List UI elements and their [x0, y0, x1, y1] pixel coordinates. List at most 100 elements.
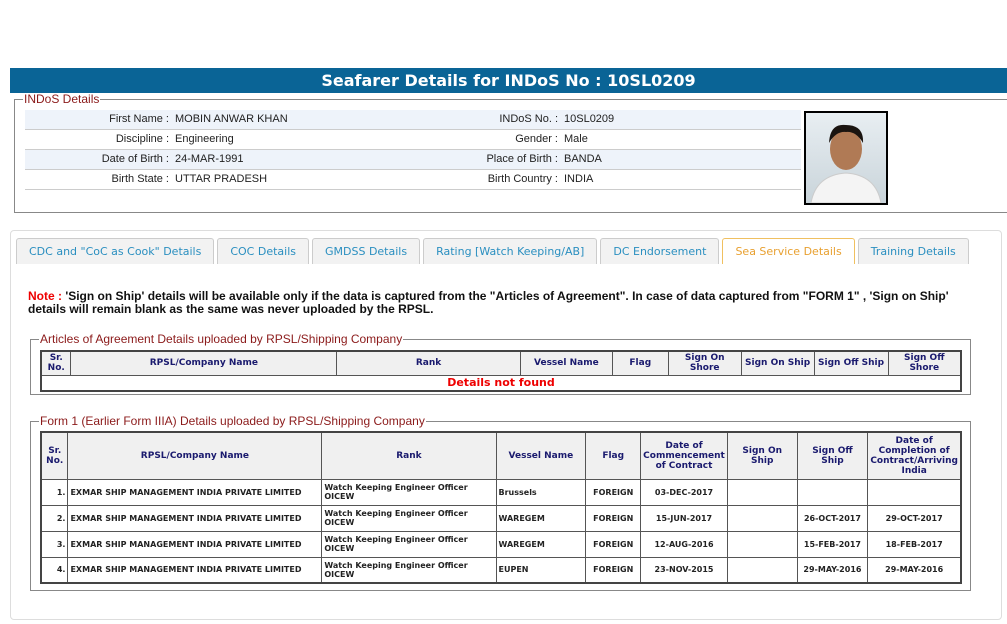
cell: 18-FEB-2017: [867, 530, 962, 558]
cell: 15-JUN-2017: [640, 504, 728, 532]
table-row: 4. EXMAR SHIP MANAGEMENT INDIA PRIVATE LI…: [40, 556, 962, 584]
cell: [867, 478, 962, 506]
cell: EUPEN: [495, 556, 587, 584]
table-row: 3. EXMAR SHIP MANAGEMENT INDIA PRIVATE LI…: [40, 530, 962, 558]
tab-sea-service-details[interactable]: Sea Service Details: [722, 238, 855, 264]
cell: Watch Keeping Engineer Officer OICEW: [321, 530, 497, 558]
field-value: Male: [564, 133, 588, 145]
column-header: Sr. No.: [40, 350, 72, 376]
articles-panel: Articles of Agreement Details uploaded b…: [30, 333, 971, 395]
field-label: Date of Birth :: [101, 153, 169, 165]
cell: FOREIGN: [585, 556, 642, 584]
field-label: Birth Country :: [487, 173, 558, 185]
articles-legend: Articles of Agreement Details uploaded b…: [40, 332, 403, 346]
cell: 26-OCT-2017: [796, 504, 869, 532]
cell: EXMAR SHIP MANAGEMENT INDIA PRIVATE LIMI…: [67, 556, 323, 584]
column-header: RPSL/Company Name: [70, 350, 338, 376]
cell: EXMAR SHIP MANAGEMENT INDIA PRIVATE LIMI…: [67, 478, 323, 506]
cell: FOREIGN: [585, 504, 642, 532]
indos-row: Birth State : UTTAR PRADESH Birth Country …: [25, 170, 801, 190]
column-header: Vessel Name: [495, 431, 587, 480]
field-label: First Name :: [109, 113, 169, 125]
indos-legend: INDoS Details: [24, 92, 100, 106]
cell: [726, 530, 798, 558]
column-header: Sign On Ship: [740, 350, 815, 376]
cell: 29-MAY-2016: [867, 556, 962, 584]
field-value: BANDA: [564, 153, 602, 165]
indos-details-panel: INDoS Details: [14, 93, 1007, 213]
column-header: Vessel Name: [519, 350, 613, 376]
cell: 3.: [40, 530, 69, 558]
cell: Brussels: [495, 478, 587, 506]
cell: WAREGEM: [495, 530, 587, 558]
cell: 03-DEC-2017: [640, 478, 728, 506]
cell: 1.: [40, 478, 69, 506]
cell: FOREIGN: [585, 530, 642, 558]
form1-panel: Form 1 (Earlier Form IIIA) Details uploa…: [30, 415, 971, 591]
column-header: Sr. No.: [40, 431, 69, 480]
cell: Watch Keeping Engineer Officer OICEW: [321, 556, 497, 584]
cell: [796, 478, 869, 506]
field-value: MOBIN ANWAR KHAN: [175, 113, 288, 125]
column-header: Rank: [321, 431, 497, 480]
column-header: Sign On Ship: [726, 431, 798, 480]
tab-training-details[interactable]: Training Details: [857, 238, 969, 264]
column-header: Sign Off Ship: [813, 350, 889, 376]
column-header: Flag: [611, 350, 669, 376]
column-header: Flag: [585, 431, 642, 480]
tab-cdc-and-coc-as-cook-details[interactable]: CDC and "CoC as Cook" Details: [16, 238, 215, 264]
indos-row: Date of Birth : 24-MAR-1991 Place of Birth…: [25, 150, 801, 170]
field-value: 24-MAR-1991: [175, 153, 244, 165]
header-row: Sr. No. RPSL/Company Name Rank Vessel Name F…: [40, 350, 962, 376]
cell: 12-AUG-2016: [640, 530, 728, 558]
cell: EXMAR SHIP MANAGEMENT INDIA PRIVATE LIMI…: [67, 530, 323, 558]
note-text: 'Sign on Ship' details will be available…: [28, 289, 949, 316]
cell: 29-OCT-2017: [867, 504, 962, 532]
table-row: 1. EXMAR SHIP MANAGEMENT INDIA PRIVATE LI…: [40, 478, 962, 506]
field-label: Discipline :: [115, 133, 169, 145]
field-value: 10SL0209: [564, 113, 615, 125]
tab-dc-endorsement[interactable]: DC Endorsement: [600, 238, 720, 264]
field-label: Birth State :: [111, 173, 169, 185]
form1-table: Sr. No. RPSL/Company Name Rank Vessel Name F…: [40, 431, 962, 584]
field-value: UTTAR PRADESH: [175, 173, 268, 185]
tab-bar: CDC and "CoC as Cook" Details COC Details…: [16, 238, 969, 264]
details-not-found: Details not found: [40, 374, 962, 392]
table-row: 2. EXMAR SHIP MANAGEMENT INDIA PRIVATE LI…: [40, 504, 962, 532]
cell: [726, 556, 798, 584]
cell: 4.: [40, 556, 69, 584]
indos-row: Discipline : Engineering Gender : Male: [25, 130, 801, 150]
cell: WAREGEM: [495, 504, 587, 532]
articles-table: Sr. No. RPSL/Company Name Rank Vessel Name F…: [40, 350, 962, 392]
cell: [726, 478, 798, 506]
field-label: Gender :: [515, 133, 558, 145]
cell: 2.: [40, 504, 69, 532]
cell: EXMAR SHIP MANAGEMENT INDIA PRIVATE LIMI…: [67, 504, 323, 532]
column-header: Sign Off Ship: [796, 431, 869, 480]
sea-service-note: Note : 'Sign on Ship' details will be av…: [28, 290, 978, 316]
column-header: Rank: [336, 350, 521, 376]
cell: 23-NOV-2015: [640, 556, 728, 584]
column-header: Date of Commencement of Contract: [640, 431, 728, 480]
column-header: Date of Completion of Contract/Arriving …: [867, 431, 962, 480]
cell: 15-FEB-2017: [796, 530, 869, 558]
cell: Watch Keeping Engineer Officer OICEW: [321, 478, 497, 506]
page-title: Seafarer Details for INDoS No : 10SL0209: [10, 68, 1007, 93]
indos-row: First Name : MOBIN ANWAR KHAN INDoS No. : 1…: [25, 110, 801, 130]
form1-legend: Form 1 (Earlier Form IIIA) Details uploa…: [40, 414, 425, 428]
header-row: Sr. No. RPSL/Company Name Rank Vessel Name F…: [40, 431, 962, 480]
tab-coc-details[interactable]: COC Details: [217, 238, 309, 264]
column-header: RPSL/Company Name: [67, 431, 323, 480]
tab-rating-watch-keeping-ab[interactable]: Rating [Watch Keeping/AB]: [423, 238, 598, 264]
field-value: Engineering: [175, 133, 234, 145]
cell: 29-MAY-2016: [796, 556, 869, 584]
note-prefix: Note :: [28, 289, 62, 303]
field-value: INDIA: [564, 173, 594, 185]
empty-row: Details not found: [40, 374, 962, 392]
cell: FOREIGN: [585, 478, 642, 506]
seafarer-photo: [804, 111, 888, 205]
cell: [726, 504, 798, 532]
tab-panel: [10, 230, 1002, 620]
field-label: Place of Birth :: [486, 153, 558, 165]
tab-gmdss-details[interactable]: GMDSS Details: [312, 238, 421, 264]
